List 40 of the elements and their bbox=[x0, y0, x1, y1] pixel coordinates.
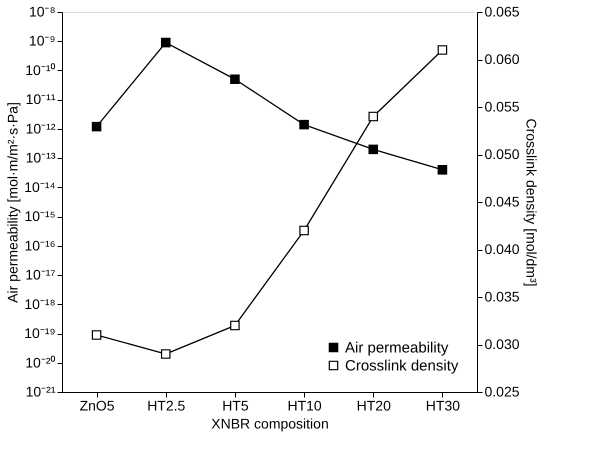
point bbox=[299, 120, 309, 130]
y-axis-title: Air permeability [mol·m/m²·s·Pa] bbox=[4, 102, 20, 303]
legend-label: Air permeability bbox=[345, 340, 449, 356]
y2-tick-label: 0.030 bbox=[484, 336, 520, 352]
point bbox=[230, 74, 240, 84]
x-tick-label: HT20 bbox=[356, 398, 392, 414]
y2-axis-title: Crosslink density [mol/dm³] bbox=[524, 118, 540, 287]
y-tick-label: 10⁻¹⁹ bbox=[24, 325, 56, 342]
y-tick-label: 10⁻¹⁵ bbox=[24, 208, 56, 224]
y2-tick-label: 0.025 bbox=[484, 384, 520, 400]
y-tick-label: 10⁻¹⁰ bbox=[25, 62, 56, 78]
x-tick-label: HT10 bbox=[287, 398, 322, 414]
y-tick-label: 10⁻¹³ bbox=[26, 150, 56, 166]
y2-tick-label: 0.050 bbox=[484, 146, 520, 162]
point bbox=[368, 144, 378, 154]
x-axis-title: XNBR composition bbox=[211, 416, 329, 432]
y-tick-label: 10⁻⁸ bbox=[29, 4, 56, 20]
x-tick-label: ZnO5 bbox=[80, 398, 115, 414]
point bbox=[92, 122, 102, 132]
y2-tick-label: 0.065 bbox=[484, 4, 520, 20]
y-tick-label: 10⁻¹⁸ bbox=[24, 296, 56, 312]
y2-tick-label: 0.055 bbox=[484, 98, 520, 114]
x-tick-label: HT5 bbox=[222, 398, 249, 414]
y-tick-label: 10⁻¹⁶ bbox=[24, 237, 56, 254]
y2-tick-label: 0.060 bbox=[484, 51, 520, 67]
y-tick-label: 10⁻²⁰ bbox=[25, 354, 56, 370]
point bbox=[160, 38, 171, 48]
x-tick-label: HT30 bbox=[426, 398, 460, 414]
y-tick-label: 10⁻¹⁴ bbox=[24, 178, 56, 195]
y2-tick-label: 0.040 bbox=[484, 241, 520, 257]
legend-label: Crosslink density bbox=[345, 358, 459, 374]
point bbox=[438, 165, 448, 175]
y2-tick-label: 0.035 bbox=[484, 288, 520, 304]
y-tick-label: 10⁻²¹ bbox=[26, 384, 56, 400]
x-tick-label: HT2.5 bbox=[147, 398, 186, 414]
y2-tick-label: 0.045 bbox=[484, 194, 520, 210]
y-tick-label: 10⁻⁹ bbox=[28, 32, 56, 49]
y-tick-label: 10⁻¹⁷ bbox=[25, 266, 56, 283]
y-tick-label: 10⁻¹¹ bbox=[26, 91, 56, 108]
y-tick-label: 10⁻¹² bbox=[26, 120, 56, 136]
